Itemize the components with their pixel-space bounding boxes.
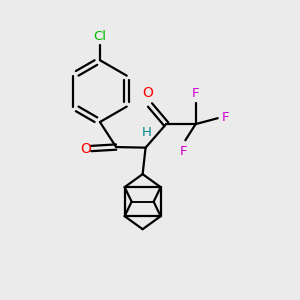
Text: Cl: Cl — [93, 30, 106, 43]
Text: F: F — [221, 111, 229, 124]
Text: F: F — [192, 87, 200, 100]
Text: H: H — [142, 126, 152, 140]
Text: O: O — [142, 85, 153, 100]
Text: F: F — [180, 145, 188, 158]
Text: O: O — [80, 142, 91, 155]
